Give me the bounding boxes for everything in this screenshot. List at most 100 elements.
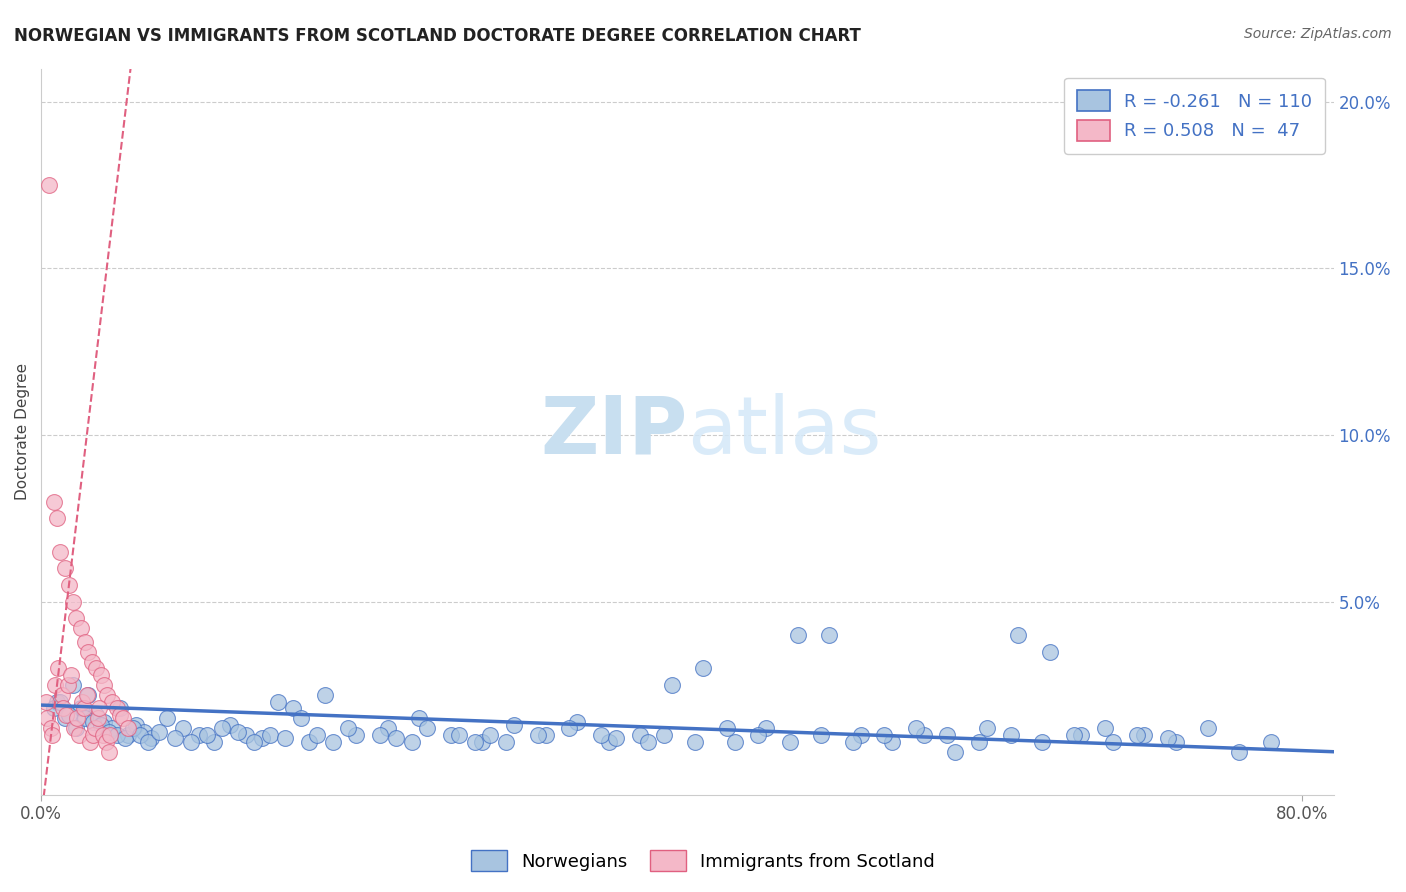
Point [266, 695, 288, 709]
Point [368, 728, 391, 742]
Point [125, 718, 148, 732]
Point [49, 695, 72, 709]
Y-axis label: Doctorate Degree: Doctorate Degree [15, 363, 30, 500]
Point [42, 495, 65, 509]
Point [100, 728, 122, 742]
Point [132, 724, 155, 739]
Point [90, 668, 112, 682]
Point [598, 735, 620, 749]
Point [77, 645, 100, 659]
Point [51, 688, 73, 702]
Point [250, 731, 273, 746]
Point [44, 678, 66, 692]
Point [322, 735, 344, 749]
Point [148, 724, 170, 739]
Point [73, 701, 96, 715]
Point [274, 731, 297, 746]
Point [156, 711, 179, 725]
Point [62, 595, 84, 609]
Point [1039, 645, 1062, 659]
Point [724, 735, 747, 749]
Point [80, 655, 103, 669]
Point [79, 735, 101, 749]
Point [55, 708, 77, 723]
Point [976, 722, 998, 736]
Point [187, 728, 209, 742]
Point [1070, 728, 1092, 742]
Point [91, 728, 114, 742]
Point [93, 714, 115, 729]
Point [112, 711, 135, 725]
Point [121, 722, 143, 736]
Point [37, 711, 59, 725]
Point [65, 722, 87, 736]
Point [259, 728, 281, 742]
Point [136, 735, 159, 749]
Point [105, 728, 128, 742]
Point [108, 708, 131, 723]
Point [683, 735, 706, 749]
Point [84, 708, 107, 723]
Point [63, 722, 86, 736]
Point [464, 735, 486, 749]
Point [1157, 731, 1180, 746]
Point [45, 695, 67, 709]
Point [912, 728, 935, 742]
Point [904, 722, 927, 736]
Point [75, 634, 97, 648]
Point [416, 722, 439, 736]
Point [873, 728, 896, 742]
Point [77, 688, 100, 702]
Point [53, 561, 76, 575]
Point [105, 701, 128, 715]
Point [87, 711, 110, 725]
Point [62, 678, 84, 692]
Point [716, 722, 738, 736]
Point [779, 735, 801, 749]
Point [83, 722, 105, 736]
Point [283, 701, 305, 715]
Point [605, 731, 627, 746]
Point [211, 722, 233, 736]
Point [117, 728, 139, 742]
Point [747, 728, 769, 742]
Point [101, 722, 124, 736]
Point [53, 711, 76, 725]
Point [56, 678, 79, 692]
Point [377, 722, 399, 736]
Point [534, 728, 557, 742]
Point [692, 661, 714, 675]
Point [172, 722, 194, 736]
Point [58, 708, 80, 723]
Point [129, 728, 152, 742]
Point [48, 661, 70, 675]
Point [35, 695, 58, 709]
Point [1000, 728, 1022, 742]
Point [94, 735, 117, 749]
Point [786, 628, 808, 642]
Point [344, 728, 367, 742]
Point [82, 728, 104, 742]
Point [39, 722, 62, 736]
Point [70, 695, 93, 709]
Point [589, 728, 612, 742]
Point [49, 545, 72, 559]
Point [66, 711, 89, 725]
Point [1094, 722, 1116, 736]
Point [471, 735, 494, 749]
Point [93, 678, 115, 692]
Point [204, 735, 226, 749]
Point [60, 668, 83, 682]
Point [41, 728, 63, 742]
Point [314, 688, 336, 702]
Point [810, 728, 832, 742]
Point [219, 718, 242, 732]
Point [565, 714, 588, 729]
Point [75, 711, 97, 725]
Point [82, 714, 104, 729]
Point [661, 678, 683, 692]
Point [526, 728, 548, 742]
Point [76, 688, 98, 702]
Point [1133, 728, 1156, 742]
Point [290, 711, 312, 725]
